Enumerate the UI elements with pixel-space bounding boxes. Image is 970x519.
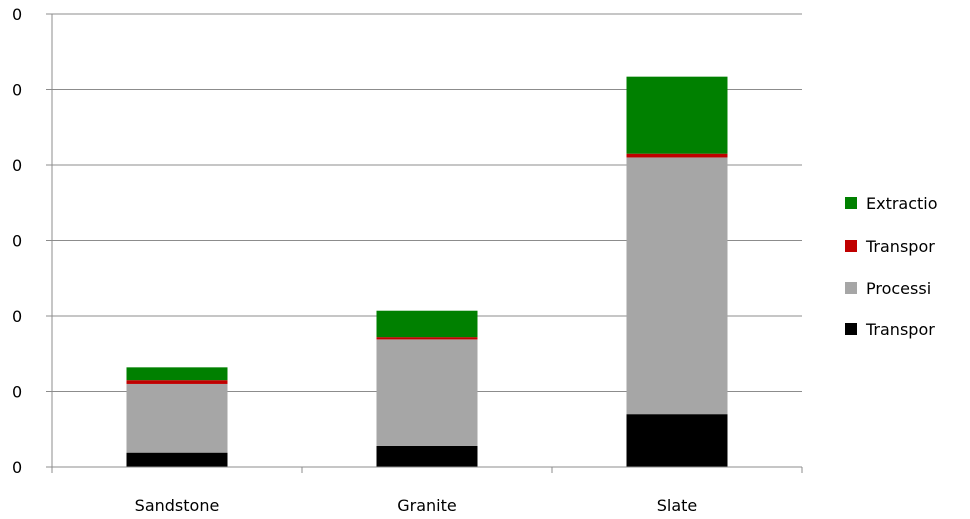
x-tick-label: Slate [657, 496, 698, 515]
bars [126, 76, 728, 467]
y-tick-label: 0 [12, 156, 22, 175]
legend-label: Extractio [866, 194, 938, 213]
x-axis-labels: Sandstone Granite Slate [135, 496, 698, 515]
bar-segment-granite-0 [376, 445, 478, 467]
bar-segment-granite-3 [376, 310, 478, 338]
legend-label: Processi [866, 279, 931, 298]
axes [51, 14, 803, 473]
y-tick-label: 0 [12, 458, 22, 477]
y-tick-label: 0 [12, 5, 22, 24]
legend-label: Transpor [865, 320, 935, 339]
legend: Extractio Transpor Processi Transpor [845, 194, 938, 339]
bar-segment-granite-1 [376, 339, 478, 446]
bar-segment-sandstone-1 [126, 383, 228, 453]
bar-segment-sandstone-0 [126, 452, 228, 467]
legend-swatch [845, 282, 857, 294]
bar-segment-slate-1 [626, 157, 728, 415]
bar-segment-slate-3 [626, 76, 728, 154]
y-tick-label: 0 [12, 232, 22, 251]
legend-label: Transpor [865, 237, 935, 256]
bar-segment-sandstone-3 [126, 367, 228, 381]
y-tick-label: 0 [12, 81, 22, 100]
legend-swatch [845, 240, 857, 252]
y-tick-label: 0 [12, 307, 22, 326]
x-tick-label: Sandstone [135, 496, 220, 515]
bar-segment-slate-0 [626, 414, 728, 467]
bar-segment-sandstone-2 [126, 380, 228, 384]
legend-swatch [845, 323, 857, 335]
y-axis-ticks: 0 0 0 0 0 0 0 [12, 5, 52, 477]
bar-segment-slate-2 [626, 153, 728, 158]
legend-swatch [845, 197, 857, 209]
x-tick-label: Granite [397, 496, 456, 515]
bar-segment-granite-2 [376, 337, 478, 340]
y-tick-label: 0 [12, 383, 22, 402]
